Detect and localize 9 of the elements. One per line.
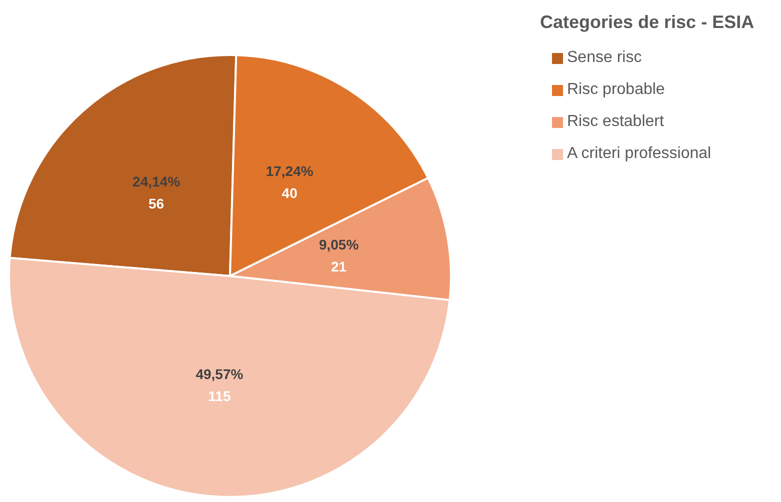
data-label: 24,14% 56: [132, 174, 181, 212]
legend-title: Categories de risc - ESIA: [540, 12, 754, 33]
data-label: 49,57% 115: [196, 366, 244, 404]
legend-label: Sense risc: [567, 49, 642, 67]
data-label: 17,24% 40: [266, 162, 314, 201]
legend-label: A criteri professional: [567, 145, 712, 163]
legend-label: Risc establert: [567, 113, 664, 131]
legend-label: Risc probable: [567, 81, 665, 99]
data-label: 9,05% 21: [318, 236, 360, 275]
